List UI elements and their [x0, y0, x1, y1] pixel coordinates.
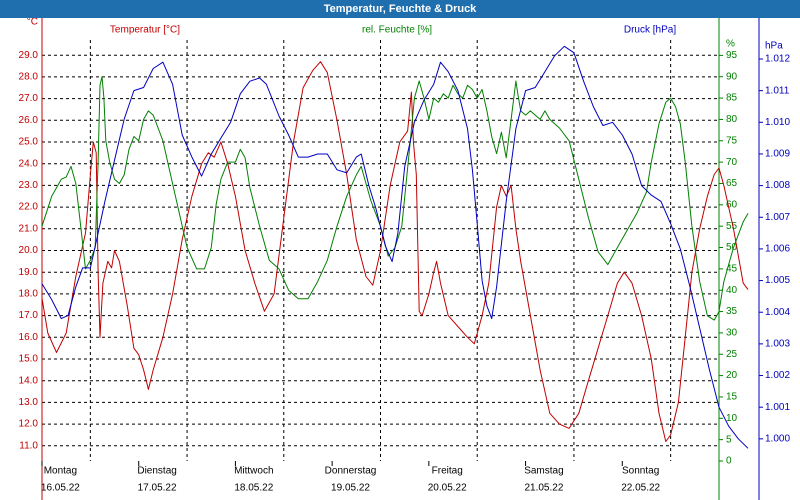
temperature-tick-label: 25.0	[19, 137, 39, 148]
temperature-tick-label: 11.0	[19, 440, 38, 451]
day-label: Montag	[44, 466, 77, 477]
humidity-series-line	[41, 76, 749, 321]
humidity-tick-label: 75	[726, 135, 738, 146]
humidity-tick-label: 55	[726, 221, 738, 232]
humidity-axis-ticks: 0 5 10 15 20 25 30 35 40 45 50 55 60 65 70 75 80 85 90 95%	[719, 39, 738, 467]
humidity-tick-label: 15	[726, 392, 738, 403]
temperature-tick-label: 20.0	[19, 245, 39, 256]
humidity-tick-label: 65	[726, 178, 738, 189]
temperature-tick-label: 14.0	[19, 375, 39, 386]
temperature-tick-label: 24.0	[19, 158, 39, 169]
pressure-tick-label: 1.003	[765, 339, 790, 350]
temperature-tick-label: 28.0	[19, 72, 39, 83]
pressure-series-line	[41, 45, 749, 449]
date-label: 17.05.22	[138, 483, 177, 494]
date-label: 20.05.22	[428, 483, 467, 494]
humidity-tick-label: 90	[726, 71, 738, 82]
temperature-tick-label: 23.0	[19, 180, 39, 191]
temperature-tick-label: 19.0	[19, 267, 39, 278]
pressure-tick-label: 1.009	[765, 149, 790, 160]
temperature-axis-ticks: 11.0 12.0 13.0 14.0 15.0 16.0 17.0 18.0 19.0 20.0…	[19, 18, 39, 451]
pressure-tick-label: 1.005	[765, 275, 790, 286]
temperature-axis-title: Temperatur [°C]	[110, 25, 180, 36]
temperature-tick-label: 27.0	[19, 93, 39, 104]
series-lines	[41, 45, 749, 449]
pressure-tick-label: 1.011	[765, 85, 790, 96]
pressure-tick-label: 1.004	[765, 307, 790, 318]
humidity-tick-label: 85	[726, 93, 738, 104]
temperature-tick-label: 22.0	[19, 202, 39, 213]
pressure-axis-ticks: 1.000 1.001 1.002 1.003 1.004 1.005 1.006 1.007…	[759, 41, 790, 444]
date-axis-ticks: Montag 16.05.22 Dienstag 17.05.22 Mittwoch 18…	[41, 461, 661, 494]
axis-headers: Temperatur [°C] rel. Feuchte [%] Druck [hP…	[110, 25, 676, 36]
humidity-tick-label: 50	[726, 242, 738, 253]
humidity-tick-label: 0	[726, 456, 732, 467]
temperature-unit-label: °C	[27, 18, 38, 28]
temperature-tick-label: 13.0	[19, 397, 39, 408]
humidity-tick-label: 10	[726, 413, 738, 424]
humidity-tick-label: 70	[726, 157, 738, 168]
temperature-tick-label: 21.0	[19, 223, 39, 234]
humidity-unit-label: %	[726, 39, 735, 50]
humidity-tick-label: 80	[726, 114, 738, 125]
pressure-tick-label: 1.008	[765, 180, 790, 191]
day-label: Dienstag	[137, 466, 176, 477]
pressure-tick-label: 1.007	[765, 212, 790, 223]
pressure-tick-label: 1.010	[765, 117, 790, 128]
pressure-tick-label: 1.002	[765, 370, 790, 381]
day-label: Sonntag	[622, 466, 659, 477]
horizontal-gridlines	[42, 54, 719, 447]
humidity-tick-label: 30	[726, 328, 738, 339]
pressure-tick-label: 1.006	[765, 244, 790, 255]
humidity-tick-label: 5	[726, 434, 732, 445]
chart-title-bar: Temperatur, Feuchte & Druck	[0, 0, 800, 18]
date-label: 18.05.22	[234, 483, 273, 494]
pressure-tick-label: 1.000	[765, 433, 790, 444]
day-label: Mittwoch	[234, 466, 273, 477]
humidity-tick-label: 45	[726, 264, 738, 275]
humidity-tick-label: 25	[726, 349, 738, 360]
temperature-tick-label: 18.0	[19, 289, 39, 300]
day-label: Donnerstag	[325, 466, 377, 477]
pressure-unit-label: hPa	[765, 41, 783, 52]
date-label: 22.05.22	[621, 483, 660, 494]
temperature-tick-label: 12.0	[19, 419, 39, 430]
humidity-axis-title: rel. Feuchte [%]	[362, 25, 432, 36]
chart-canvas: 11.0 12.0 13.0 14.0 15.0 16.0 17.0 18.0 19.0 20.0…	[19, 18, 790, 500]
pressure-axis-title: Druck [hPa]	[624, 25, 676, 36]
humidity-tick-label: 40	[726, 285, 738, 296]
temperature-tick-label: 16.0	[19, 332, 39, 343]
temperature-tick-label: 17.0	[19, 310, 39, 321]
date-label: 16.05.22	[41, 483, 80, 494]
date-label: 21.05.22	[524, 483, 563, 494]
humidity-tick-label: 95	[726, 50, 738, 61]
pressure-tick-label: 1.012	[765, 54, 790, 65]
date-label: 19.05.22	[331, 483, 370, 494]
chart-title: Temperatur, Feuchte & Druck	[323, 3, 477, 15]
humidity-tick-label: 20	[726, 370, 738, 381]
temperature-tick-label: 26.0	[19, 115, 39, 126]
temperature-tick-label: 29.0	[19, 50, 39, 61]
humidity-tick-label: 60	[726, 199, 738, 210]
day-label: Samstag	[524, 466, 563, 477]
temperature-series-line	[41, 61, 749, 442]
humidity-tick-label: 35	[726, 306, 738, 317]
pressure-tick-label: 1.001	[765, 402, 790, 413]
day-label: Freitag	[432, 466, 463, 477]
temperature-tick-label: 15.0	[19, 354, 39, 365]
